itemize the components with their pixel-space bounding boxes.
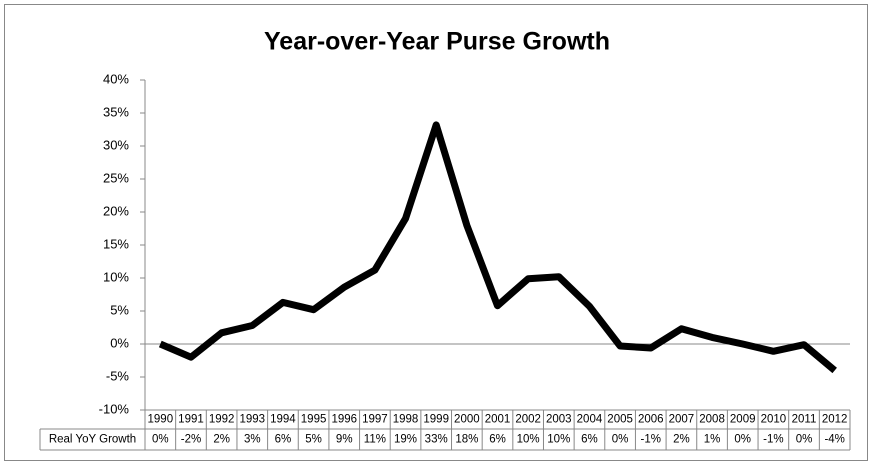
x-tick-label: 1995 xyxy=(301,414,327,426)
data-label: 0% xyxy=(734,434,751,446)
data-label: 33% xyxy=(425,434,448,446)
y-tick-label: -10% xyxy=(99,401,130,416)
y-tick-label: 35% xyxy=(103,104,129,119)
y-tick-label: 10% xyxy=(103,269,129,284)
data-label: -2% xyxy=(181,434,201,446)
x-tick-label: 2006 xyxy=(638,414,664,426)
x-tick-label: 2005 xyxy=(607,414,633,426)
data-label: 5% xyxy=(305,434,322,446)
legend-label: Real YoY Growth xyxy=(49,434,136,446)
x-tick-label: 1992 xyxy=(209,414,235,426)
x-tick-label: 1993 xyxy=(239,414,265,426)
y-tick-label: 20% xyxy=(103,203,129,218)
data-label: 18% xyxy=(455,434,478,446)
y-tick-label: 25% xyxy=(103,170,129,185)
x-tick-label: 1991 xyxy=(178,414,204,426)
y-tick-label: 30% xyxy=(103,137,129,152)
data-label: 2% xyxy=(213,434,230,446)
x-tick-label: 2003 xyxy=(546,414,572,426)
x-tick-label: 2009 xyxy=(730,414,756,426)
x-tick-label: 2008 xyxy=(699,414,725,426)
x-tick-label: 2004 xyxy=(577,414,603,426)
x-tick-label: 1996 xyxy=(331,414,357,426)
x-tick-label: 1990 xyxy=(148,414,174,426)
data-label: 19% xyxy=(394,434,417,446)
y-tick-label: 40% xyxy=(103,71,129,86)
chart-title: Year-over-Year Purse Growth xyxy=(264,28,610,56)
data-label: 10% xyxy=(547,434,570,446)
x-tick-label: 1997 xyxy=(362,414,388,426)
data-label: -1% xyxy=(763,434,783,446)
data-label: 6% xyxy=(489,434,506,446)
chart-border xyxy=(4,4,868,461)
x-tick-label: 2011 xyxy=(792,414,817,426)
data-label: 0% xyxy=(612,434,629,446)
x-tick-label: 2010 xyxy=(761,414,787,426)
data-line xyxy=(158,121,837,374)
x-tick-label: 1998 xyxy=(393,414,419,426)
x-tick-label: 2002 xyxy=(515,414,541,426)
x-tick-label: 1999 xyxy=(423,414,449,426)
data-label: 1% xyxy=(704,434,721,446)
data-label: 3% xyxy=(244,434,261,446)
x-tick-label: 2001 xyxy=(485,414,511,426)
x-tick-label: 2000 xyxy=(454,414,480,426)
data-label: 0% xyxy=(796,434,813,446)
data-label: -1% xyxy=(641,434,661,446)
y-tick-label: 15% xyxy=(103,236,129,251)
data-label: -4% xyxy=(824,434,844,446)
x-tick-label: 1994 xyxy=(270,414,296,426)
data-label: 0% xyxy=(152,434,169,446)
data-label: 6% xyxy=(581,434,598,446)
y-tick-label: 0% xyxy=(110,335,129,350)
data-label: 9% xyxy=(336,434,353,446)
data-label: 10% xyxy=(517,434,540,446)
x-tick-label: 2007 xyxy=(669,414,695,426)
x-tick-label: 2012 xyxy=(822,414,848,426)
data-label: 2% xyxy=(673,434,690,446)
y-tick-label: -5% xyxy=(106,368,130,383)
y-tick-label: 5% xyxy=(110,302,129,317)
data-label: 6% xyxy=(275,434,292,446)
data-label: 11% xyxy=(364,434,386,446)
